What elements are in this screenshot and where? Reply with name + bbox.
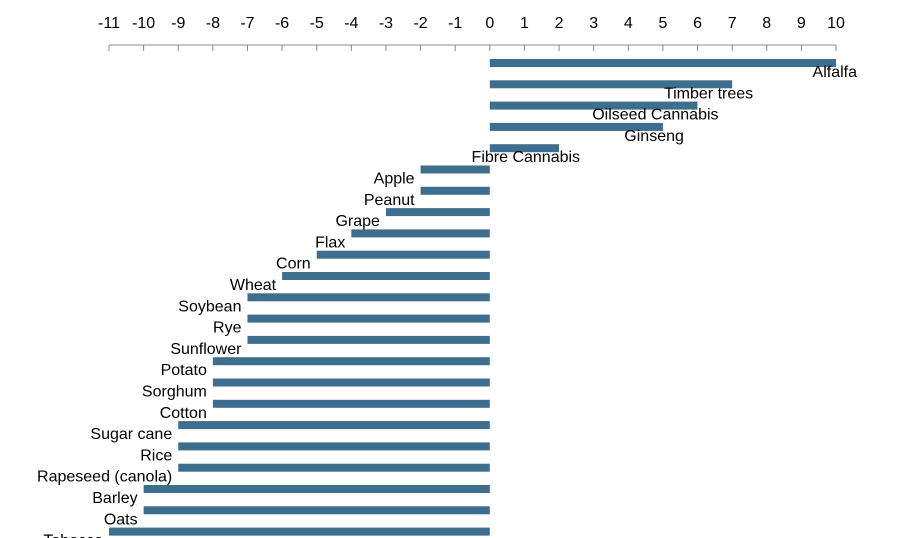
bar xyxy=(178,442,490,451)
category-label: Sunflower xyxy=(170,341,242,358)
bar xyxy=(385,208,490,217)
category-label: Corn xyxy=(276,256,311,273)
x-tick-label: 0 xyxy=(485,15,494,32)
x-tick-label: -1 xyxy=(448,15,462,32)
x-tick-label: -5 xyxy=(310,15,324,32)
x-tick-label: -2 xyxy=(413,15,427,32)
x-tick-label: -10 xyxy=(132,15,155,32)
x-tick-label: 3 xyxy=(589,15,598,32)
x-tick-label: -8 xyxy=(206,15,220,32)
x-tick-label: 6 xyxy=(693,15,702,32)
x-axis: -11 -10 -9 -8 -7 -6 -5 -4 -3 -2 -1 0 1 2 3 4 5 6 7 8 9 10 xyxy=(98,15,845,51)
category-label: Fibre Cannabis xyxy=(472,149,581,166)
category-label: Rye xyxy=(213,320,242,337)
x-tick-label: 5 xyxy=(658,15,667,32)
bar xyxy=(489,80,733,89)
x-tick-label: 2 xyxy=(555,15,564,32)
category-label: Rice xyxy=(140,447,172,464)
bar xyxy=(316,250,490,259)
bar xyxy=(489,144,560,153)
bar xyxy=(282,272,490,280)
category-label: Apple xyxy=(374,171,415,188)
category-label: Tobacco xyxy=(43,533,103,538)
bar xyxy=(489,59,836,67)
bar xyxy=(178,421,490,430)
x-tick-label: -4 xyxy=(344,15,358,32)
category-label: Flax xyxy=(315,234,345,251)
bar xyxy=(247,293,490,302)
x-tick-label: 4 xyxy=(624,15,633,32)
x-tick-label: -3 xyxy=(379,15,393,32)
category-label: Timber trees xyxy=(664,85,753,102)
x-tick-label: -6 xyxy=(275,15,289,32)
category-label: Peanut xyxy=(364,192,415,209)
category-label: Sugar cane xyxy=(90,426,172,443)
bar xyxy=(212,399,490,408)
bars xyxy=(109,59,836,536)
category-labels: Alfalfa Timber trees Oilseed Cannabis Ginse… xyxy=(37,64,857,538)
bar xyxy=(420,165,490,174)
category-label: Sorghum xyxy=(142,384,207,401)
bar xyxy=(212,357,490,366)
category-label: Oilseed Cannabis xyxy=(592,107,718,124)
bar xyxy=(143,485,490,493)
bar xyxy=(247,335,490,344)
x-tick-label: -11 xyxy=(98,15,120,32)
category-label: Cotton xyxy=(160,405,207,422)
x-tick-label: 7 xyxy=(728,15,737,32)
category-label: Rapeseed (canola) xyxy=(37,469,172,486)
x-tick-label: -7 xyxy=(240,15,254,32)
bar xyxy=(420,186,490,195)
category-label: Barley xyxy=(92,490,137,507)
x-tick-label: 10 xyxy=(827,15,845,32)
category-label: Oats xyxy=(104,511,138,528)
x-tick-label: 9 xyxy=(797,15,806,32)
x-tick-label: -9 xyxy=(171,15,185,32)
category-label: Ginseng xyxy=(624,128,684,145)
bar xyxy=(247,314,490,323)
x-tick-label: 1 xyxy=(520,15,529,32)
bar xyxy=(351,229,490,238)
x-tick-label: 8 xyxy=(762,15,771,32)
bar xyxy=(489,122,663,131)
bar xyxy=(143,506,490,515)
category-label: Grape xyxy=(335,213,380,230)
bar xyxy=(109,527,490,536)
category-label: Soybean xyxy=(178,298,241,315)
bar xyxy=(212,378,490,387)
bar xyxy=(178,463,490,472)
category-label: Alfalfa xyxy=(813,64,858,81)
bar xyxy=(489,101,698,110)
category-label: Wheat xyxy=(230,277,277,294)
category-label: Potato xyxy=(161,362,207,379)
